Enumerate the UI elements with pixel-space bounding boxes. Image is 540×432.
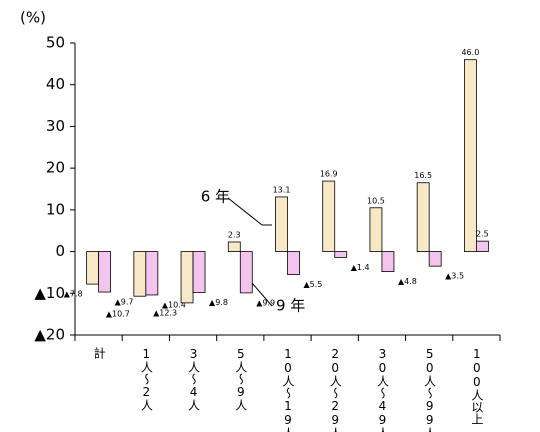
data-label: ▲3.5 xyxy=(445,272,464,281)
y-tick-label: ▲10 xyxy=(34,284,65,302)
bar xyxy=(192,251,206,293)
y-tick-label: 10 xyxy=(46,200,65,218)
bar xyxy=(381,251,395,272)
data-label: ▲9.8 xyxy=(209,298,228,307)
data-label: ▲12.3 xyxy=(153,308,177,317)
y-tick-label: 20 xyxy=(46,159,65,177)
x-tick-label: 50人～99人 xyxy=(423,347,437,432)
y-tick-label: 0 xyxy=(55,242,65,260)
bar xyxy=(180,251,194,304)
y-tick-label: 30 xyxy=(46,117,65,135)
data-label: 10.5 xyxy=(367,196,385,205)
x-tick-label: 100人以上 xyxy=(470,347,484,425)
bar xyxy=(227,241,241,252)
bar xyxy=(86,251,100,285)
data-label: ▲9.7 xyxy=(115,298,134,307)
bar xyxy=(145,251,159,296)
bar xyxy=(334,251,348,258)
series-label: 6 年 xyxy=(201,188,230,206)
bar xyxy=(475,240,489,252)
x-tick-label: 3人～4人 xyxy=(187,347,201,411)
bar xyxy=(133,251,147,297)
data-label: ▲4.8 xyxy=(398,277,417,286)
bar xyxy=(239,251,253,294)
bar xyxy=(322,180,336,252)
callout-line xyxy=(251,282,273,307)
data-label: ▲9.9 xyxy=(256,298,275,307)
y-tick-label: 40 xyxy=(46,75,65,93)
y-axis-label: (%) xyxy=(20,9,46,27)
data-label: ▲1.4 xyxy=(351,263,370,272)
data-label: ▲5.5 xyxy=(304,280,323,289)
data-label: 16.5 xyxy=(414,171,432,180)
x-tick-label: 10人～19人 xyxy=(281,347,295,432)
x-tick-label: 計 xyxy=(92,346,106,359)
data-label: 16.9 xyxy=(320,170,338,179)
data-label: 13.1 xyxy=(273,185,291,194)
data-label: 46.0 xyxy=(461,48,479,57)
data-label: ▲7.8 xyxy=(64,290,83,299)
data-label: 2.3 xyxy=(228,230,241,239)
bar xyxy=(428,251,442,267)
x-tick-label: 1人～2人 xyxy=(139,347,153,411)
series-label: 9 年 xyxy=(276,297,305,315)
data-label: ▲10.4 xyxy=(162,300,186,309)
data-label: 2.5 xyxy=(476,230,489,239)
data-label: ▲10.7 xyxy=(106,310,130,319)
bar xyxy=(463,59,477,252)
x-tick-label: 30人～49人 xyxy=(375,347,389,432)
bar xyxy=(275,196,288,252)
bar xyxy=(287,251,300,275)
bar xyxy=(369,207,383,252)
bar xyxy=(416,182,430,252)
x-tick-label: 20人～29人 xyxy=(328,347,342,432)
callout-line xyxy=(227,197,263,226)
x-tick-label: 5人～9人 xyxy=(234,347,248,411)
y-tick-label: 50 xyxy=(46,34,65,52)
bar xyxy=(98,251,112,293)
y-tick-label: ▲20 xyxy=(34,326,65,344)
